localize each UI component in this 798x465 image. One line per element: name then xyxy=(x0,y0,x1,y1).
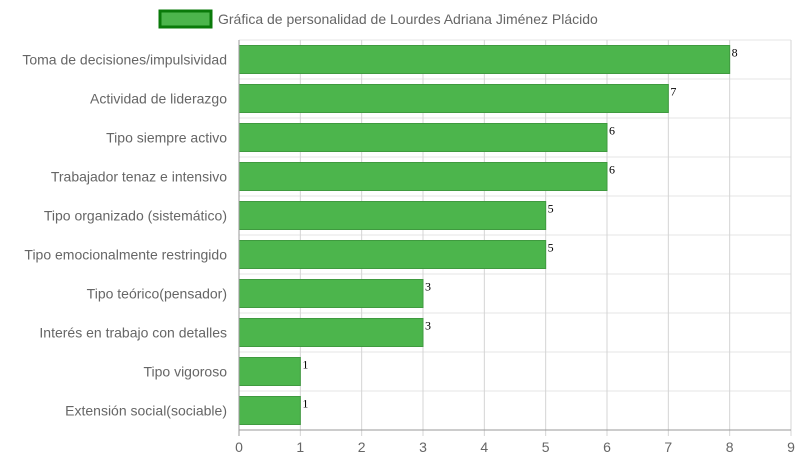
x-tick-label: 0 xyxy=(235,439,243,455)
bar[interactable] xyxy=(238,396,301,425)
bar[interactable] xyxy=(238,201,547,230)
x-tick-label: 5 xyxy=(542,439,550,455)
value-label: 8 xyxy=(732,46,738,60)
x-tick-label: 8 xyxy=(726,439,734,455)
bar[interactable] xyxy=(238,279,424,308)
x-tick-label: 3 xyxy=(419,439,427,455)
x-tick-label: 6 xyxy=(603,439,611,455)
category-label: Trabajador tenaz e intensivo xyxy=(51,169,227,185)
value-label: 3 xyxy=(425,280,431,294)
category-label: Tipo siempre activo xyxy=(106,130,227,146)
bar[interactable] xyxy=(238,318,424,347)
value-label: 6 xyxy=(609,163,615,177)
axes xyxy=(238,40,791,436)
category-label: Tipo vigoroso xyxy=(143,364,227,380)
bars xyxy=(238,45,731,425)
category-label: Toma de decisiones/impulsividad xyxy=(22,52,227,68)
category-label: Tipo emocionalmente restringido xyxy=(24,247,227,263)
legend-swatch xyxy=(158,9,213,29)
x-tick-label: 2 xyxy=(358,439,366,455)
category-label: Tipo teórico(pensador) xyxy=(87,286,227,302)
value-label: 5 xyxy=(548,202,554,216)
category-label: Actividad de liderazgo xyxy=(90,91,227,107)
category-label: Extensión social(sociable) xyxy=(65,403,227,419)
x-tick-label: 1 xyxy=(296,439,304,455)
value-label: 7 xyxy=(670,85,676,99)
x-tick-label: 9 xyxy=(787,439,795,455)
bar[interactable] xyxy=(238,240,547,269)
value-label: 5 xyxy=(548,241,554,255)
legend-label: Gráfica de personalidad de Lourdes Adria… xyxy=(218,11,598,27)
value-label: 1 xyxy=(302,358,308,372)
bar[interactable] xyxy=(238,162,608,191)
value-label: 3 xyxy=(425,319,431,333)
category-labels: Toma de decisiones/impulsividad Actividad… xyxy=(22,52,227,419)
bar[interactable] xyxy=(238,123,608,152)
category-label: Interés en trabajo con detalles xyxy=(39,325,227,341)
bar[interactable] xyxy=(238,357,301,386)
bar[interactable] xyxy=(238,84,669,113)
value-label: 6 xyxy=(609,124,615,138)
category-label: Tipo organizado (sistemático) xyxy=(44,208,227,224)
x-tick-label: 4 xyxy=(480,439,488,455)
value-labels: 8 7 6 6 5 5 3 3 1 1 xyxy=(302,46,737,411)
legend[interactable]: Gráfica de personalidad de Lourdes Adria… xyxy=(158,9,598,29)
x-tick-labels: 0 1 2 3 4 5 6 7 8 9 xyxy=(235,439,795,455)
x-tick-label: 7 xyxy=(664,439,672,455)
value-label: 1 xyxy=(302,397,308,411)
bar[interactable] xyxy=(238,45,731,74)
